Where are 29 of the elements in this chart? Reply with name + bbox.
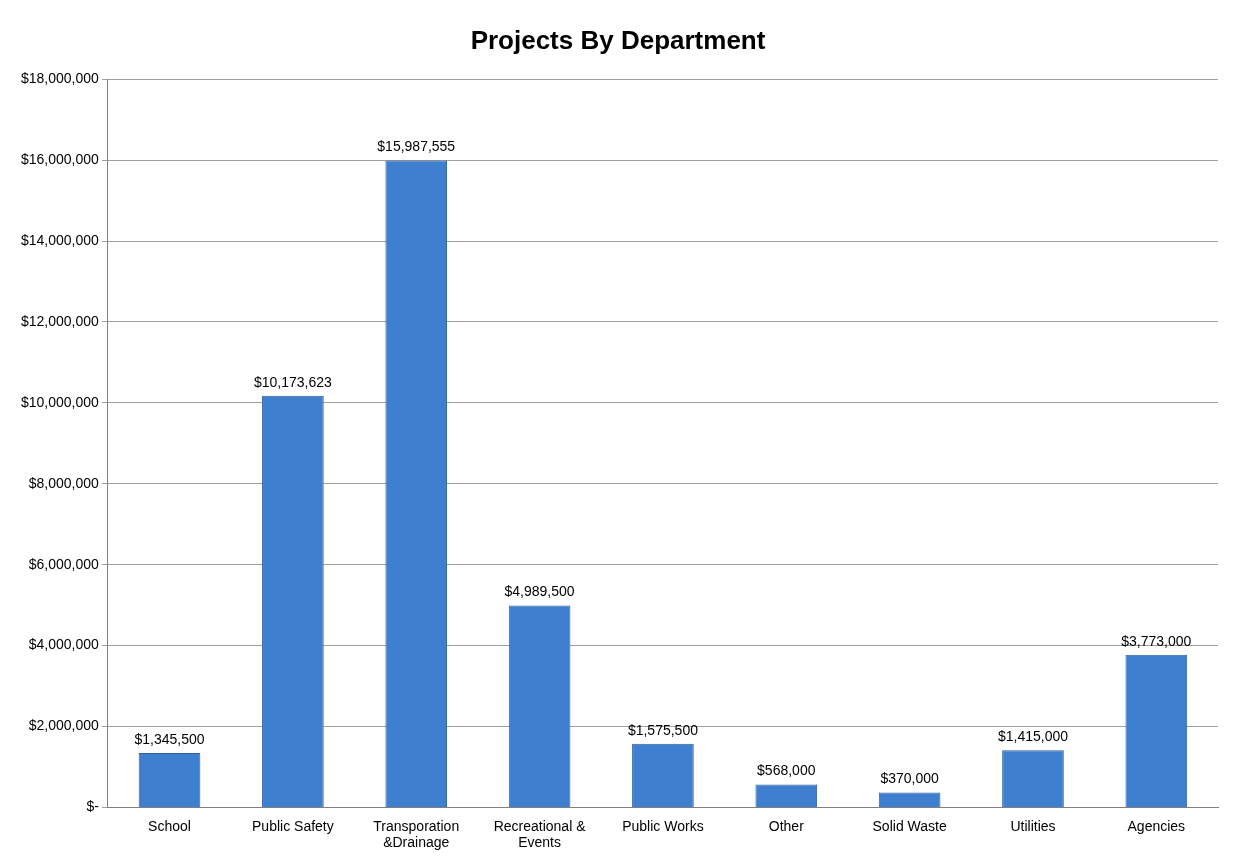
x-tick-label: Other: [768, 817, 805, 834]
y-tick-label: $6,000,000: [28, 555, 100, 572]
y-tick-label: $14,000,000: [21, 231, 100, 248]
data-label: $3,773,000: [1121, 632, 1192, 649]
y-tick-label: $-: [86, 798, 100, 815]
x-tick-label: School: [148, 817, 191, 834]
x-tick-label: Public Works: [622, 817, 704, 834]
x-tick-label: Agencies: [1127, 817, 1186, 834]
data-label: $1,575,500: [627, 721, 699, 738]
y-tick-label: $18,000,000: [21, 70, 100, 87]
data-label: $15,987,555: [377, 138, 456, 155]
data-label: $370,000: [880, 770, 940, 787]
data-label: $1,415,000: [997, 728, 1069, 745]
data-label: $568,000: [757, 762, 816, 779]
data-label: $1,345,500: [134, 730, 205, 747]
y-tick-label: $12,000,000: [21, 312, 100, 329]
data-label: $10,173,623: [253, 373, 333, 390]
y-tick-label: $16,000,000: [21, 150, 100, 167]
x-tick-label: Recreational & Events: [493, 817, 587, 851]
x-tick-label: Public Safety: [252, 817, 334, 834]
chart-title: Projects By Department: [470, 24, 766, 55]
y-tick-label: $8,000,000: [28, 474, 100, 491]
data-label: $4,989,500: [504, 583, 575, 600]
y-tick-label: $4,000,000: [28, 636, 100, 653]
x-tick-label: Solid Waste: [872, 817, 947, 834]
x-tick-label: Transporation &Drainage: [373, 817, 460, 851]
y-tick-label: $10,000,000: [21, 393, 100, 410]
y-tick-label: $2,000,000: [28, 717, 100, 734]
x-tick-label: Utilities: [1010, 817, 1056, 834]
